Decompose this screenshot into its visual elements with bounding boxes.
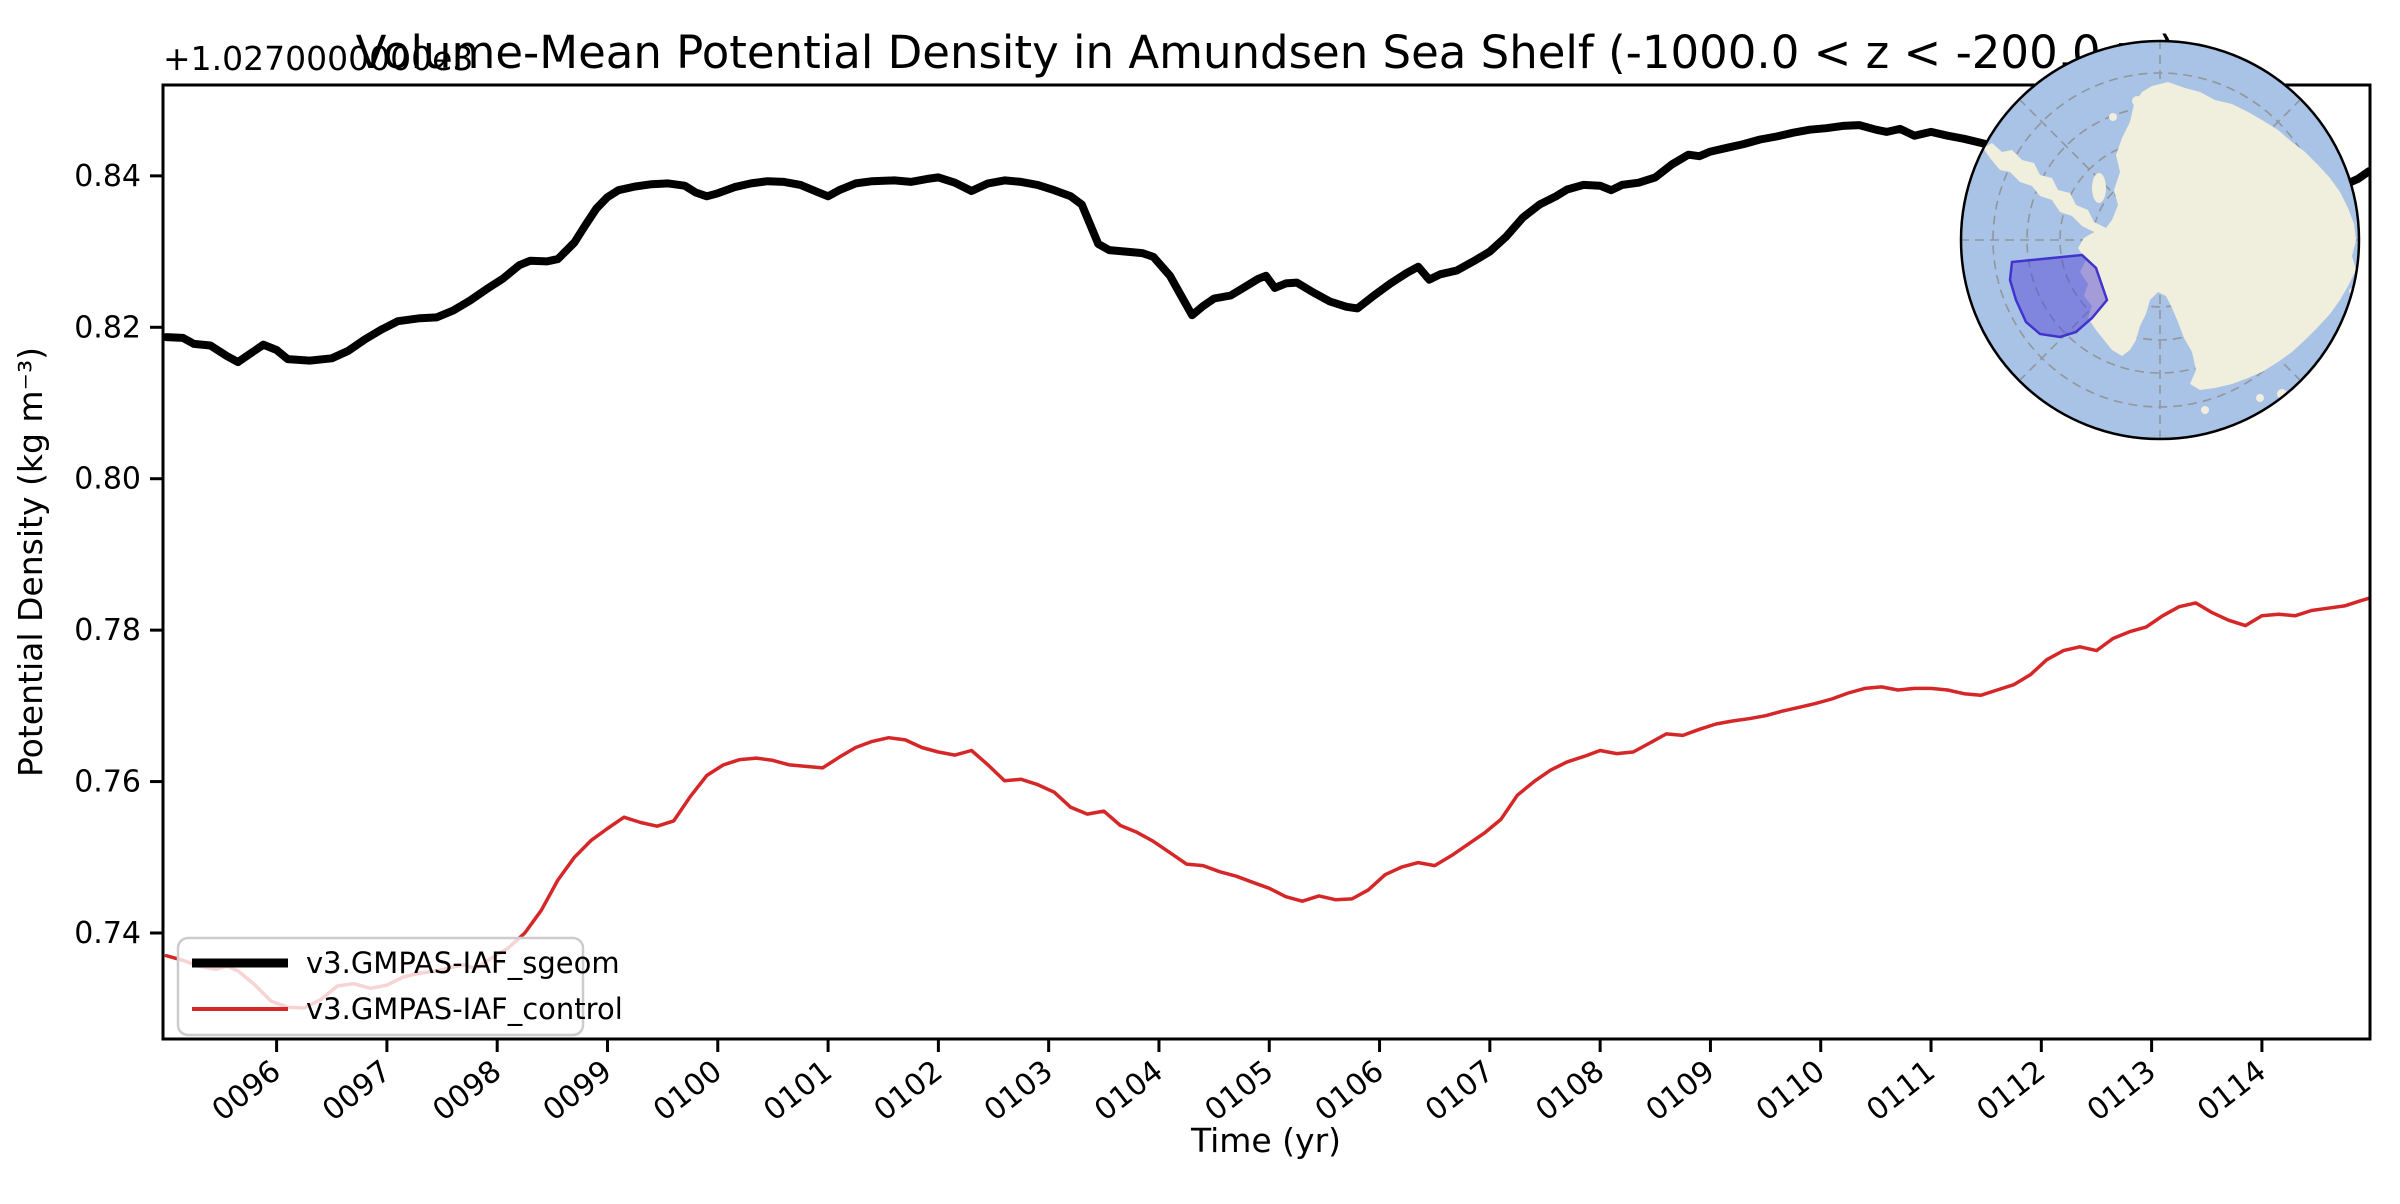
legend-label-control: v3.GMPAS-IAF_control bbox=[306, 992, 623, 1026]
map-border bbox=[1959, 39, 2361, 441]
series-line-v3-gmpas-iaf-sgeom bbox=[163, 121, 2370, 367]
amundsen-region-highlight bbox=[2008, 253, 2109, 339]
x-axis-label: Time (yr) bbox=[1190, 1121, 1341, 1160]
y-axis-offset-text: +1.0270000000e3 bbox=[163, 39, 473, 78]
y-tick-label: 0.82 bbox=[74, 310, 141, 345]
chart-title: Volume-Mean Potential Density in Amundse… bbox=[356, 26, 2177, 79]
y-tick-label: 0.76 bbox=[74, 765, 141, 800]
y-tick-label: 0.84 bbox=[74, 159, 141, 194]
y-tick-label: 0.74 bbox=[74, 916, 141, 951]
inset-map bbox=[1959, 39, 2361, 441]
legend-entry-sgeom: v3.GMPAS-IAF_sgeom bbox=[192, 946, 620, 980]
legend-entry-control: v3.GMPAS-IAF_control bbox=[192, 992, 623, 1026]
legend-label-sgeom: v3.GMPAS-IAF_sgeom bbox=[306, 946, 620, 980]
y-tick-label: 0.80 bbox=[74, 462, 141, 497]
y-axis: 0.84 0.82 0.80 0.78 0.76 0.74 bbox=[74, 159, 163, 951]
legend: v3.GMPAS-IAF_sgeom v3.GMPAS-IAF_control bbox=[176, 936, 623, 1037]
axes-frame bbox=[161, 83, 2372, 1041]
y-tick-label: 0.78 bbox=[74, 613, 141, 648]
y-axis-label: Potential Density (kg m⁻³) bbox=[11, 347, 50, 777]
